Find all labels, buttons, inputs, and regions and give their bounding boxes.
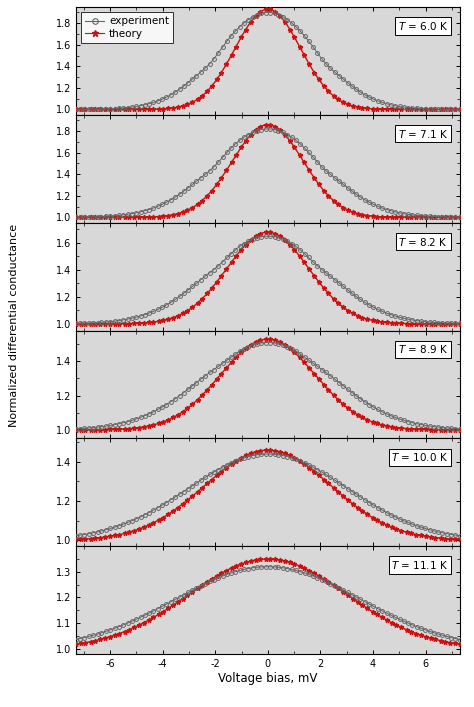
X-axis label: Voltage bias, mV: Voltage bias, mV (218, 672, 318, 684)
Text: $T$ = 8.9 K: $T$ = 8.9 K (398, 344, 448, 356)
Text: $T$ = 8.2 K: $T$ = 8.2 K (399, 235, 448, 247)
Text: $T$ = 10.0 K: $T$ = 10.0 K (391, 451, 448, 463)
Legend: experiment, theory: experiment, theory (81, 12, 173, 42)
Text: $T$ = 6.0 K: $T$ = 6.0 K (398, 20, 448, 32)
Text: $T$ = 11.1 K: $T$ = 11.1 K (391, 559, 448, 571)
Text: $T$ = 7.1 K: $T$ = 7.1 K (398, 128, 448, 140)
Text: Normalized differential conductance: Normalized differential conductance (9, 223, 19, 427)
